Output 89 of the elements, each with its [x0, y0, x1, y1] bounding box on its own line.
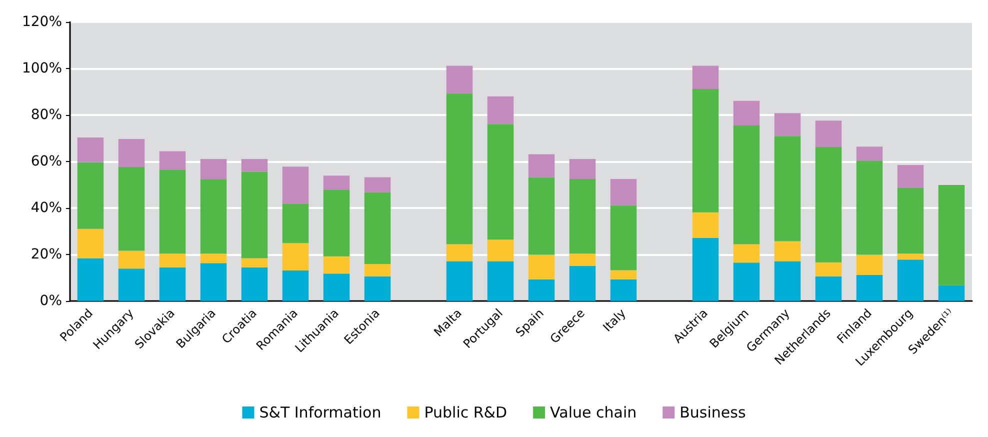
- bar: [733, 100, 760, 126]
- y-tick-label: 80%: [30, 107, 62, 123]
- bar: [815, 276, 842, 301]
- bar: [364, 276, 391, 301]
- bar: [282, 166, 309, 204]
- y-tick-label: 60%: [30, 154, 62, 170]
- bar: [159, 151, 186, 170]
- y-tick-label: 40%: [30, 200, 62, 216]
- bar: [282, 270, 309, 301]
- bar: [446, 244, 473, 262]
- bar: [692, 238, 719, 301]
- bar: [159, 170, 186, 254]
- bar: [200, 254, 227, 264]
- bar: [569, 266, 596, 301]
- bar: [610, 270, 637, 280]
- bar: [774, 113, 801, 136]
- bar: [159, 268, 186, 301]
- bar: [323, 256, 350, 274]
- bar: [569, 254, 596, 266]
- bar: [241, 172, 268, 258]
- bar: [487, 96, 514, 124]
- bar: [569, 178, 596, 254]
- legend-label: S&T Information: [259, 404, 382, 422]
- bar: [856, 254, 883, 275]
- bar: [528, 154, 555, 178]
- bar: [446, 66, 473, 94]
- bar: [282, 204, 309, 244]
- bar: [364, 264, 391, 276]
- bar: [815, 146, 842, 262]
- bar: [774, 136, 801, 242]
- bar: [897, 164, 924, 188]
- bar: [897, 260, 924, 301]
- bar: [77, 162, 104, 229]
- legend-label: Public R&D: [424, 404, 508, 422]
- bar: [733, 125, 760, 244]
- bar: [323, 190, 350, 256]
- bar: [774, 241, 801, 262]
- bar: [487, 240, 514, 262]
- bar: [200, 179, 227, 254]
- bar: [200, 158, 227, 180]
- bar: [241, 268, 268, 301]
- bar: [118, 268, 145, 301]
- bar: [856, 274, 883, 301]
- bar: [897, 254, 924, 260]
- bar: [446, 93, 473, 244]
- bar: [610, 279, 637, 301]
- bar: [487, 124, 514, 240]
- bar: [897, 188, 924, 254]
- bar: [856, 160, 883, 255]
- bar: [241, 258, 268, 268]
- bar: [241, 158, 268, 172]
- bar: [815, 262, 842, 276]
- bar: [159, 254, 186, 268]
- bar: [774, 261, 801, 301]
- bar: [528, 177, 555, 255]
- bar: [569, 158, 596, 179]
- bar: [610, 178, 637, 206]
- bar: [856, 146, 883, 161]
- bar: [118, 250, 145, 269]
- bar: [733, 262, 760, 301]
- bar: [528, 254, 555, 280]
- legend-label: Business: [680, 404, 746, 422]
- y-tick-label: 20%: [30, 246, 62, 262]
- bar: [938, 184, 965, 286]
- legend-label: Value chain: [550, 404, 637, 422]
- y-tick-label: 120%: [22, 14, 62, 30]
- bar: [77, 228, 104, 258]
- bar: [118, 138, 145, 167]
- bar: [364, 177, 391, 192]
- bar: [200, 263, 227, 301]
- bar: [118, 166, 145, 251]
- bar: [692, 66, 719, 89]
- bar: [815, 120, 842, 147]
- bar: [446, 261, 473, 301]
- bar: [323, 176, 350, 190]
- y-tick-label: 100%: [22, 60, 62, 76]
- bar: [610, 205, 637, 270]
- bar: [364, 192, 391, 264]
- bar: [487, 261, 514, 301]
- bar: [692, 212, 719, 238]
- bar: [282, 243, 309, 271]
- bar: [528, 279, 555, 301]
- bar: [938, 285, 965, 301]
- bar: [733, 244, 760, 263]
- bar: [692, 88, 719, 212]
- y-tick-label: 0%: [40, 293, 62, 309]
- bar: [77, 258, 104, 301]
- bar: [323, 274, 350, 301]
- bar: [77, 138, 104, 162]
